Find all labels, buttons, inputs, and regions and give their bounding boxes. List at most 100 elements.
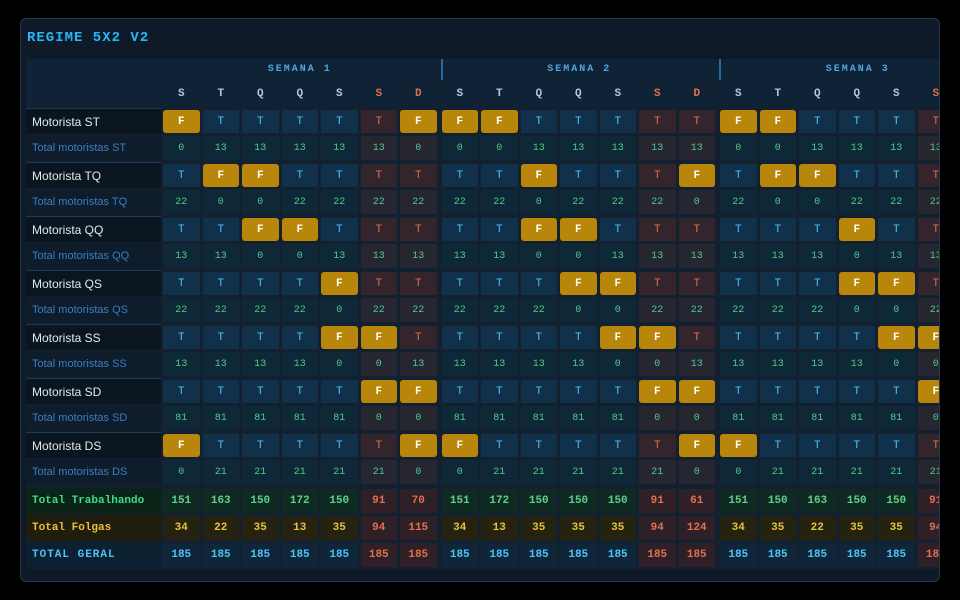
total-cell: 0 <box>917 352 939 376</box>
total-cell: 13 <box>481 244 518 268</box>
work-cell: T <box>917 272 939 295</box>
work-cell: T <box>678 326 715 349</box>
total-cell: 22 <box>441 190 478 214</box>
total-cell: 22 <box>481 190 518 214</box>
work-cell: T <box>202 110 239 133</box>
total-cell: 22 <box>163 298 200 322</box>
total-cell: 0 <box>360 406 397 430</box>
total-cell: 0 <box>441 460 478 484</box>
total-cell: 13 <box>441 352 478 376</box>
summary-cell: 35 <box>520 516 557 540</box>
work-cell: T <box>360 434 397 457</box>
total-cell: 13 <box>678 136 715 160</box>
work-cell: T <box>163 272 200 295</box>
day-off-cell: F <box>838 218 875 241</box>
work-cell: T <box>639 272 676 295</box>
summary-cell: 61 <box>678 489 715 513</box>
work-cell: T <box>441 272 478 295</box>
summary-cell: 185 <box>321 543 358 567</box>
total-cell: 81 <box>799 406 836 430</box>
total-cell: 0 <box>242 244 279 268</box>
total-label: Total motoristas ST <box>26 135 161 161</box>
total-cell: 13 <box>759 244 796 268</box>
day-header: S <box>638 82 677 106</box>
work-cell: T <box>599 218 636 241</box>
work-cell: T <box>678 218 715 241</box>
total-cell: 0 <box>441 136 478 160</box>
work-cell: T <box>720 380 757 403</box>
summary-cell: 185 <box>917 543 939 567</box>
total-cell: 81 <box>720 406 757 430</box>
work-cell: T <box>799 434 836 457</box>
total-cell: 0 <box>202 190 239 214</box>
summary-cell: 185 <box>481 543 518 567</box>
total-cell: 13 <box>838 136 875 160</box>
summary-cell: 124 <box>678 516 715 540</box>
summary-cell: 150 <box>878 489 915 513</box>
total-cell: 22 <box>281 298 318 322</box>
summary-cell: 172 <box>281 489 318 513</box>
total-cell: 22 <box>917 298 939 322</box>
total-cell: 0 <box>678 460 715 484</box>
summary-cell: 94 <box>917 516 939 540</box>
total-cell: 22 <box>878 190 915 214</box>
total-cell: 13 <box>441 244 478 268</box>
work-cell: T <box>720 326 757 349</box>
total-cell: 13 <box>799 136 836 160</box>
total-cell: 13 <box>799 352 836 376</box>
total-cell: 13 <box>917 244 939 268</box>
total-cell: 21 <box>202 460 239 484</box>
summary-cell: 34 <box>720 516 757 540</box>
work-cell: T <box>838 434 875 457</box>
work-cell: T <box>520 380 557 403</box>
summary-cell: 150 <box>321 489 358 513</box>
total-cell: 13 <box>360 244 397 268</box>
total-cell: 0 <box>163 136 200 160</box>
total-cell: 0 <box>878 298 915 322</box>
total-cell: 81 <box>281 406 318 430</box>
work-cell: T <box>281 164 318 187</box>
work-cell: T <box>917 434 939 457</box>
work-cell: T <box>917 218 939 241</box>
day-off-cell: F <box>242 164 279 187</box>
work-cell: T <box>360 218 397 241</box>
total-cell: 22 <box>400 190 437 214</box>
day-off-cell: F <box>720 434 757 457</box>
work-cell: T <box>441 380 478 403</box>
work-cell: T <box>599 110 636 133</box>
day-header: T <box>758 82 797 106</box>
total-cell: 21 <box>560 460 597 484</box>
work-cell: T <box>163 326 200 349</box>
summary-cell: 13 <box>481 516 518 540</box>
total-cell: 13 <box>242 352 279 376</box>
work-cell: T <box>360 110 397 133</box>
work-cell: T <box>560 110 597 133</box>
total-cell: 81 <box>481 406 518 430</box>
total-cell: 13 <box>481 352 518 376</box>
work-cell: T <box>560 326 597 349</box>
summary-cell: 94 <box>360 516 397 540</box>
total-cell: 13 <box>163 244 200 268</box>
corner <box>26 59 161 106</box>
work-cell: T <box>560 434 597 457</box>
total-cell: 13 <box>281 136 318 160</box>
summary-cell: 35 <box>838 516 875 540</box>
day-header: Q <box>280 82 319 106</box>
work-cell: T <box>163 218 200 241</box>
day-off-cell: F <box>678 164 715 187</box>
total-cell: 81 <box>520 406 557 430</box>
day-header: S <box>877 82 916 106</box>
work-cell: T <box>202 380 239 403</box>
work-cell: T <box>838 326 875 349</box>
total-cell: 81 <box>321 406 358 430</box>
total-cell: 0 <box>720 460 757 484</box>
total-cell: 22 <box>639 298 676 322</box>
summary-cell: 91 <box>917 489 939 513</box>
day-header: T <box>480 82 519 106</box>
work-cell: T <box>321 380 358 403</box>
work-cell: T <box>520 272 557 295</box>
total-cell: 0 <box>360 352 397 376</box>
summary-cell: 185 <box>242 543 279 567</box>
day-off-cell: F <box>441 434 478 457</box>
day-header: Q <box>559 82 598 106</box>
